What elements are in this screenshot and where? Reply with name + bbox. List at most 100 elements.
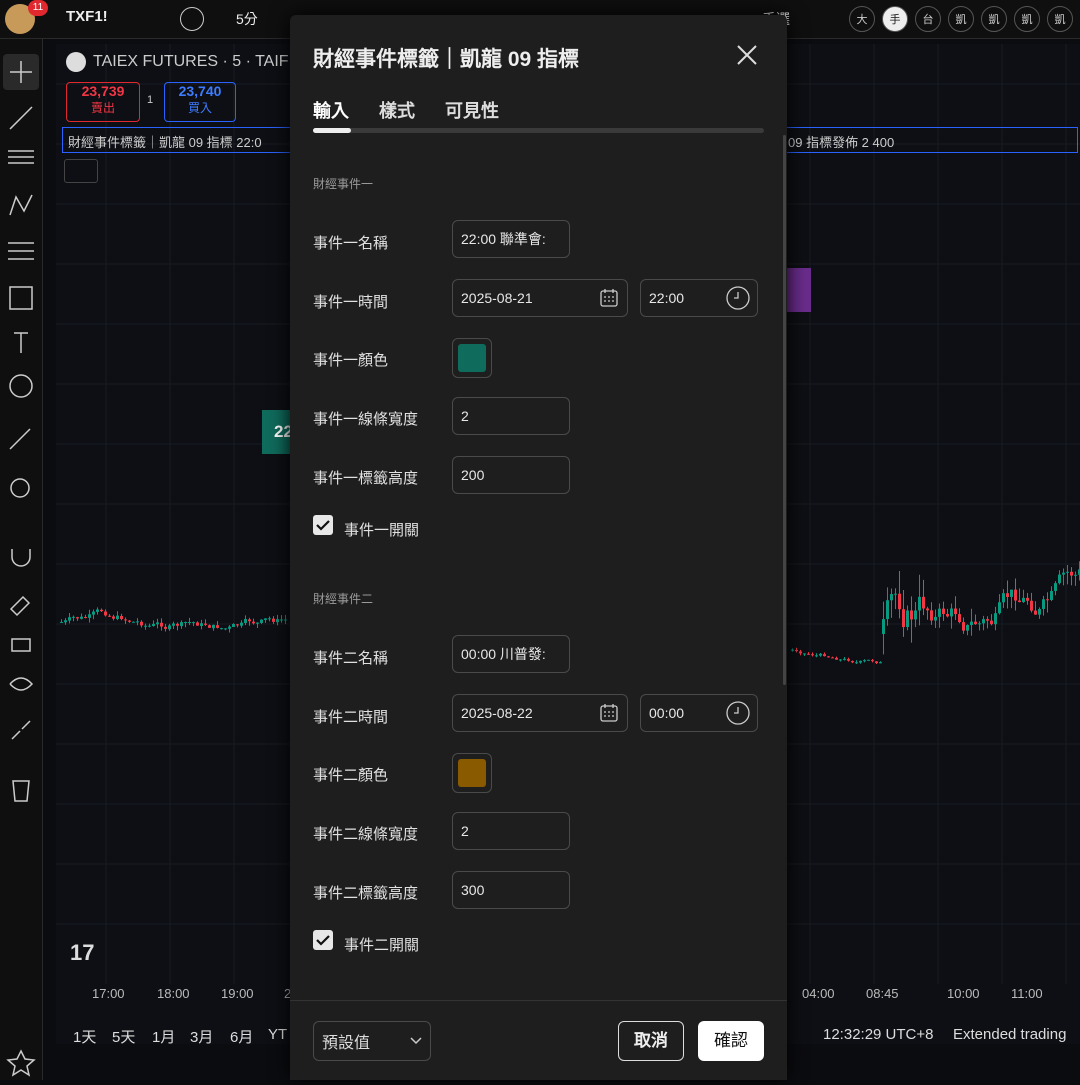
time-input[interactable]: 00:00 <box>640 694 758 732</box>
candle <box>910 610 913 620</box>
tab[interactable]: 可見性 <box>445 101 499 121</box>
width-input[interactable]: 2 <box>452 812 570 850</box>
candle <box>962 622 965 631</box>
range-button[interactable]: 1月 <box>152 1029 176 1046</box>
field-label: 事件二標籤高度 <box>313 885 419 902</box>
candle <box>831 657 834 659</box>
candle <box>104 611 107 616</box>
candle <box>272 618 275 622</box>
time-input[interactable]: 22:00 <box>640 279 758 317</box>
chip[interactable]: 手 <box>882 6 908 32</box>
candle <box>922 596 925 609</box>
preset-select[interactable]: 預設值 <box>313 1021 431 1061</box>
candle <box>1070 571 1073 576</box>
legend-title: TAIEX FUTURES · 5 · TAIF <box>93 53 289 70</box>
sell-label: 賣出 <box>90 101 115 115</box>
candle <box>176 623 179 626</box>
chip[interactable]: 台 <box>915 6 941 32</box>
clock: 12:32:29 UTC+8 <box>823 1026 934 1043</box>
range-button[interactable]: 5天 <box>112 1029 136 1046</box>
color-swatch <box>458 759 486 787</box>
candle <box>1042 599 1045 610</box>
tool-icons <box>3 54 39 1077</box>
candle <box>1066 571 1069 573</box>
candle <box>216 625 219 628</box>
candle <box>966 624 969 631</box>
candle <box>882 619 885 634</box>
time-text: 00:00 <box>649 705 685 721</box>
tab[interactable]: 樣式 <box>379 101 415 121</box>
candle <box>120 615 123 620</box>
event-label <box>787 268 811 312</box>
checkbox[interactable] <box>313 515 333 535</box>
candle <box>902 609 905 628</box>
color-button[interactable] <box>452 753 492 793</box>
time-label: 17:00 <box>92 986 125 1001</box>
width-input[interactable]: 2 <box>452 397 570 435</box>
chip[interactable]: 大 <box>849 6 875 32</box>
chip[interactable]: 凱 <box>948 6 974 32</box>
height-input[interactable]: 200 <box>452 456 570 494</box>
candle <box>252 621 255 624</box>
candle <box>803 653 806 655</box>
color-swatch <box>458 344 486 372</box>
tab[interactable]: 輸入 <box>313 101 349 121</box>
chip[interactable]: 凱 <box>981 6 1007 32</box>
candle <box>946 613 949 617</box>
range-button[interactable]: YT <box>268 1026 288 1043</box>
candle <box>112 616 115 619</box>
tv-logo: 17 <box>70 940 95 965</box>
date-input[interactable]: 2025-08-21 <box>452 279 628 317</box>
checkbox[interactable] <box>313 930 333 950</box>
event-label: 22 <box>262 410 293 454</box>
cancel-button[interactable]: 取消 <box>618 1021 684 1061</box>
candle <box>807 653 810 655</box>
name-input[interactable]: 22:00 聯準會: <box>452 220 570 258</box>
height-input[interactable]: 300 <box>452 871 570 909</box>
color-button[interactable] <box>452 338 492 378</box>
candle <box>1062 572 1065 575</box>
candle <box>926 608 929 611</box>
candle <box>132 621 135 623</box>
range-button[interactable]: 1天 <box>73 1029 97 1046</box>
candle <box>815 655 818 657</box>
candle <box>894 593 897 595</box>
buy-button[interactable]: 23,740 買入 <box>164 82 236 122</box>
candle <box>839 659 842 661</box>
candle <box>196 622 199 626</box>
candle <box>986 619 989 621</box>
range-button[interactable]: 6月 <box>230 1029 254 1046</box>
candle <box>88 614 91 618</box>
name-input[interactable]: 00:00 川普發: <box>452 635 570 673</box>
dialog-title: 財經事件標籤｜凱龍 09 指標 <box>313 48 580 71</box>
collapse-button[interactable] <box>64 159 98 183</box>
symbol[interactable]: TXF1! <box>66 8 108 25</box>
sell-button[interactable]: 23,739 賣出 <box>66 82 140 122</box>
chip[interactable]: 凱 <box>1014 6 1040 32</box>
sell-price: 23,739 <box>81 83 125 99</box>
candle <box>188 622 191 624</box>
interval[interactable]: 5分 <box>236 11 258 27</box>
candle <box>851 660 854 663</box>
candle <box>208 625 211 628</box>
candle <box>92 611 95 615</box>
date-text: 2025-08-21 <box>461 290 533 306</box>
scrollbar[interactable] <box>783 135 786 685</box>
time-label: 08:45 <box>866 986 899 1001</box>
date-input[interactable]: 2025-08-22 <box>452 694 628 732</box>
close-button[interactable] <box>736 44 758 66</box>
candle <box>284 619 287 621</box>
session[interactable]: Extended trading <box>953 1026 1067 1043</box>
symbol-logo <box>66 52 86 72</box>
candle <box>256 622 259 624</box>
candle <box>906 610 909 628</box>
field-label: 事件二顏色 <box>313 767 389 784</box>
candle <box>220 628 223 630</box>
candle <box>1058 574 1061 584</box>
range-button[interactable]: 3月 <box>190 1029 214 1046</box>
chip[interactable]: 凱 <box>1047 6 1073 32</box>
ok-button[interactable]: 確認 <box>698 1021 764 1061</box>
candle <box>184 622 187 624</box>
add-symbol[interactable] <box>180 7 204 31</box>
bottom-bar: 1天 5天 1月 3月 6月 YT 12:32:29 UTC+8 Extended tradi… <box>56 1018 1080 1052</box>
